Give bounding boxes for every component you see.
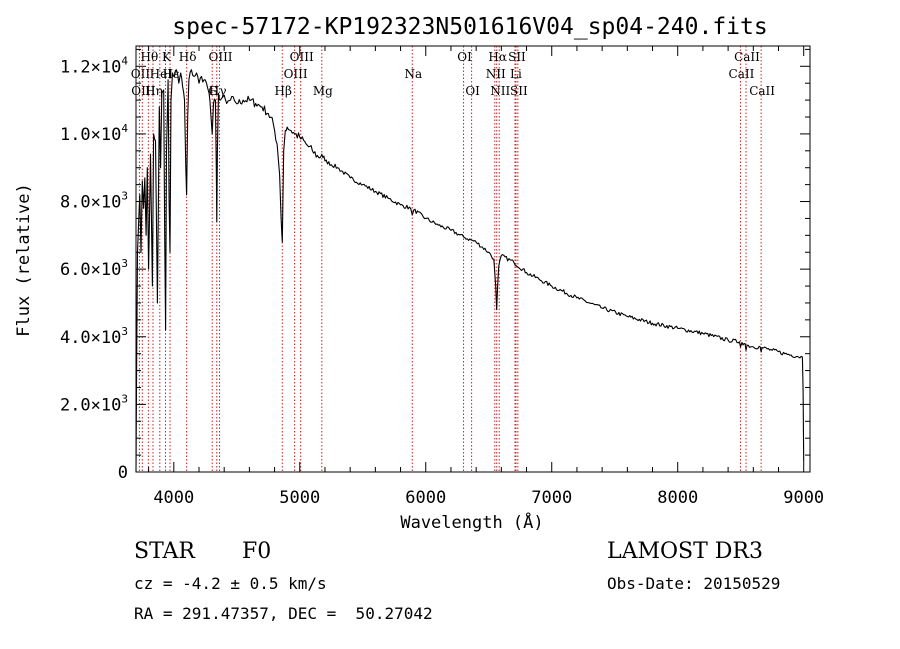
spectral-line-label: OIII — [284, 67, 308, 81]
y-tick-label: 1.0×104 — [60, 122, 128, 145]
x-tick-label: 6000 — [405, 488, 446, 508]
x-tick-label: 5000 — [279, 488, 320, 508]
x-tick-label: 4000 — [153, 488, 194, 508]
spectral-line-label: Hδ — [179, 50, 197, 64]
spectral-line-label: CaII — [734, 50, 760, 64]
obs-date: Obs-Date: 20150529 — [607, 574, 781, 593]
spectrum-line — [135, 69, 805, 473]
x-tick-label: 8000 — [657, 488, 698, 508]
y-tick-label: 8.0×103 — [60, 190, 128, 213]
spectral-line-label: Li — [510, 67, 522, 81]
redshift-value: cz = -4.2 ± 0.5 km/s — [134, 574, 327, 593]
spectral-line-label: Hβ — [275, 84, 292, 98]
y-tick-label: 0 — [118, 463, 128, 483]
spectral-line-label: CaII — [749, 84, 775, 98]
spectral-line-label: OII — [131, 67, 151, 81]
x-axis: 4000 5000 6000 7000 8000 9000 — [148, 46, 824, 508]
plot-frame — [135, 45, 811, 473]
spectral-line-label: Hγ — [209, 84, 227, 98]
x-axis-label: Wavelength (Å) — [400, 511, 543, 533]
spectral-line-label: SII — [508, 50, 526, 64]
spectral-line-label: NII — [490, 84, 510, 98]
spectral-line-label: OI — [465, 84, 480, 98]
x-tick-label: 7000 — [531, 488, 572, 508]
y-axis-label: Flux (relative) — [14, 183, 34, 337]
spectral-line-markers — [138, 46, 762, 472]
spectral-line-label: Na — [404, 67, 422, 81]
survey-name: LAMOST DR3 — [607, 539, 763, 564]
spectral-subclass: F0 — [242, 539, 272, 564]
spectral-line-label: OIII — [131, 84, 155, 98]
y-axis: 0 2.0×103 4.0×103 6.0×103 8.0×103 1.0×104 1.2×… — [60, 48, 810, 483]
spectral-line-label: G — [208, 84, 218, 98]
y-tick-label: 4.0×103 — [60, 325, 128, 348]
spectral-line-label: Hθ — [140, 50, 158, 64]
chart-title: spec-57172-KP192323N501616V04_sp04-240.f… — [172, 14, 767, 40]
y-tick-label: 1.2×104 — [60, 54, 128, 77]
spectral-line-label: K — [162, 50, 172, 64]
spectral-line-label: Mg — [313, 84, 333, 98]
spectral-line-label: SII — [510, 84, 528, 98]
y-tick-label: 6.0×103 — [60, 257, 128, 280]
spectral-line-label: OIII — [290, 50, 314, 64]
object-type: STAR — [134, 539, 195, 564]
y-tick-label: 2.0×103 — [60, 392, 128, 415]
spectral-line-label: NII — [486, 67, 506, 81]
spectral-line-label: HeI — [150, 67, 173, 81]
spectral-line-label: OIII — [208, 50, 232, 64]
spectral-line-label: Hα — [488, 50, 507, 64]
x-tick-label: 9000 — [783, 488, 824, 508]
spectral-line-labels: HθOIIOIIIKHεHeIHηHδGHγOIIIHβOIIIOIIIMgNa… — [131, 50, 776, 98]
coordinates: RA = 291.47357, DEC = 50.27042 — [134, 604, 433, 623]
spectral-line-label: Hη — [145, 84, 163, 98]
spectral-line-label: OI — [457, 50, 472, 64]
spectral-line-label: CaII — [729, 67, 755, 81]
